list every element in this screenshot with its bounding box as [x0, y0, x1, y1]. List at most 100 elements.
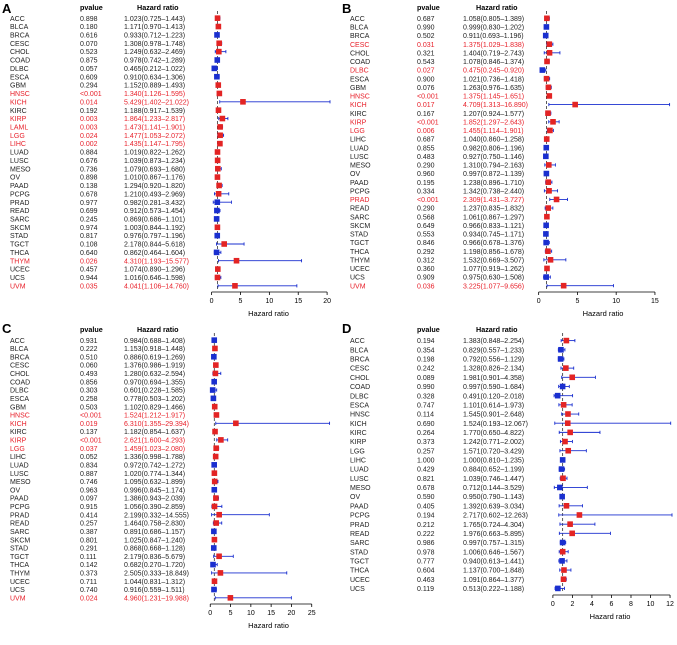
cancer-type-label: HNSC [10, 91, 30, 98]
cancer-type-label: BRCA [10, 354, 30, 361]
hazard-ratio-marker [559, 383, 566, 390]
hazard-ratio-marker [217, 140, 223, 147]
cancer-type-label: TGCT [350, 240, 370, 247]
hazard-ratio-marker [240, 99, 246, 105]
hazard-ratio-label: 1.242(0.771–2.002) [463, 439, 524, 446]
hazard-ratio-marker [543, 75, 550, 82]
forest-row: KIRP 0.373 1.242(0.771–2.002) [350, 438, 573, 446]
pvalue-label: 0.801 [80, 537, 98, 544]
hazard-ratio-label: 1.294(0.920–1.820) [124, 183, 185, 190]
hazard-ratio-label: 1.095(0.632–1.899) [124, 479, 185, 486]
cancer-type-label: READ [350, 206, 369, 213]
pvalue-label: 0.977 [80, 200, 98, 207]
forest-row: BLCA 0.990 0.999(0.830–1.202) [350, 24, 550, 32]
x-tick-label: 10 [265, 298, 273, 305]
hazard-ratio-label: 1.770(0.650–4.822) [463, 430, 524, 437]
cancer-type-label: UCEC [10, 267, 30, 274]
forest-row: LUAD 0.429 0.884(0.652–1.199) [350, 466, 566, 474]
cancer-type-label: READ [10, 208, 29, 215]
hazard-ratio-label: 0.829(0.557–1.233) [463, 347, 524, 354]
hazard-ratio-marker [559, 493, 565, 500]
hazard-ratio-marker [545, 248, 551, 254]
cancer-type-label: LUAD [10, 150, 29, 157]
hazard-ratio-label: 1.210(0.493–2.969) [124, 191, 185, 198]
cancer-type-label: STAD [10, 546, 28, 553]
pvalue-label: 0.024 [80, 595, 98, 602]
cancer-type-label: ACC [350, 16, 365, 23]
cancer-type-label: LUAD [350, 145, 369, 152]
hazard-ratio-label: 1.078(0.846–1.374) [463, 59, 524, 66]
cancer-type-label: KIRP [10, 116, 27, 123]
forest-row: LUAD 0.855 0.982(0.806–1.196) [350, 144, 550, 152]
cancer-type-label: LGG [350, 128, 365, 135]
pvalue-label: 0.963 [80, 487, 98, 494]
pvalue-label: 0.777 [417, 558, 435, 565]
cancer-type-label: COAD [10, 58, 30, 65]
pvalue-label: 0.334 [417, 188, 435, 195]
forest-row: DLBC 0.057 0.465(0.212–1.022) [10, 65, 218, 73]
pvalue-label: 0.006 [417, 128, 435, 135]
forest-row: READ 0.699 0.912(0.573–1.454) [10, 207, 221, 215]
pvalue-label: 0.002 [80, 141, 98, 148]
pvalue-label: 0.846 [417, 240, 435, 247]
hazard-ratio-marker [544, 265, 550, 272]
x-tick-label: 4 [590, 601, 594, 608]
hazard-ratio-marker [214, 224, 221, 231]
forest-row: LGG 0.037 1.459(1.023–2.080) [10, 445, 220, 453]
hazard-ratio-marker [213, 520, 219, 526]
hazard-ratio-label: 1.040(0.860–1.258) [463, 137, 524, 144]
forest-row: COAD 0.543 1.078(0.846–1.374) [350, 58, 550, 66]
x-tick-label: 5 [229, 610, 233, 617]
cancer-type-label: GBM [10, 404, 26, 411]
hazard-ratio-marker [543, 144, 550, 151]
forest-row: COAD 0.856 0.970(0.694–1.355) [10, 378, 217, 386]
forest-row: CESC 0.070 1.308(0.978–1.748) [10, 40, 223, 48]
cancer-type-label: LIHC [10, 454, 26, 461]
hazard-ratio-marker [213, 216, 220, 222]
pvalue-label: <0.001 [80, 438, 102, 445]
hazard-ratio-marker [543, 24, 550, 30]
cancer-type-label: HNSC [350, 94, 370, 101]
hazard-ratio-label: 1.464(0.758–2.830) [124, 521, 185, 528]
hazard-ratio-marker [559, 558, 565, 564]
cancer-type-label: PCPG [10, 191, 30, 198]
hazard-ratio-marker [214, 15, 221, 21]
hazard-ratio-marker [216, 90, 223, 97]
cancer-type-label: BRCA [10, 33, 30, 40]
cancer-type-label: PAAD [10, 496, 29, 503]
forest-row: UCS 0.740 0.916(0.559–1.511) [10, 586, 217, 594]
pvalue-label: 0.312 [417, 257, 435, 264]
cancer-type-label: PAAD [350, 180, 369, 187]
hazard-ratio-marker [211, 462, 217, 468]
cancer-type-label: KICH [10, 421, 27, 428]
cancer-type-label: OV [350, 171, 360, 178]
hazard-ratio-marker [218, 437, 224, 443]
pvalue-label: 0.405 [417, 503, 435, 510]
hazard-ratio-label: 1.571(0.720–3.429) [463, 448, 524, 455]
cancer-type-label: UCEC [350, 577, 370, 584]
hazard-ratio-label: 1.336(0.998–1.788) [124, 454, 185, 461]
panel-label: D [342, 321, 351, 336]
cancer-type-label: LIHC [10, 141, 26, 148]
hazard-ratio-marker [212, 428, 218, 435]
hazard-ratio-marker [543, 222, 549, 229]
hazard-ratio-marker [569, 530, 575, 537]
hazard-ratio-label: 1.532(0.669–3.507) [463, 257, 524, 264]
forest-row: LUAD 0.884 1.019(0.822–1.262) [10, 149, 221, 157]
cancer-type-label: UCEC [350, 266, 370, 273]
forest-row: KICH 0.017 4.709(1.313–16.890) [350, 101, 671, 109]
hazard-ratio-marker [560, 282, 567, 289]
cancer-type-label: THCA [350, 249, 369, 256]
hazard-ratio-label: 2.199(0.332–14.555) [124, 512, 189, 519]
cancer-type-label: CHOL [10, 371, 30, 378]
hazard-ratio-marker [546, 41, 553, 47]
x-tick-label: 25 [308, 610, 316, 617]
hazard-ratio-label: 4.960(1.231–19.988) [124, 595, 189, 602]
forest-row: CHOL 0.493 1.280(0.632–2.594) [10, 370, 222, 378]
x-axis-title: Hazard ratio [583, 309, 624, 318]
forest-row: LIHC 0.052 1.336(0.998–1.788) [10, 453, 219, 461]
hazard-ratio-label: 1.010(0.867–1.176) [124, 175, 185, 182]
pvalue-label: 0.114 [417, 412, 434, 419]
hazard-ratio-marker [211, 353, 217, 360]
forest-row: STAD 0.978 1.006(0.646–1.567) [350, 548, 569, 556]
